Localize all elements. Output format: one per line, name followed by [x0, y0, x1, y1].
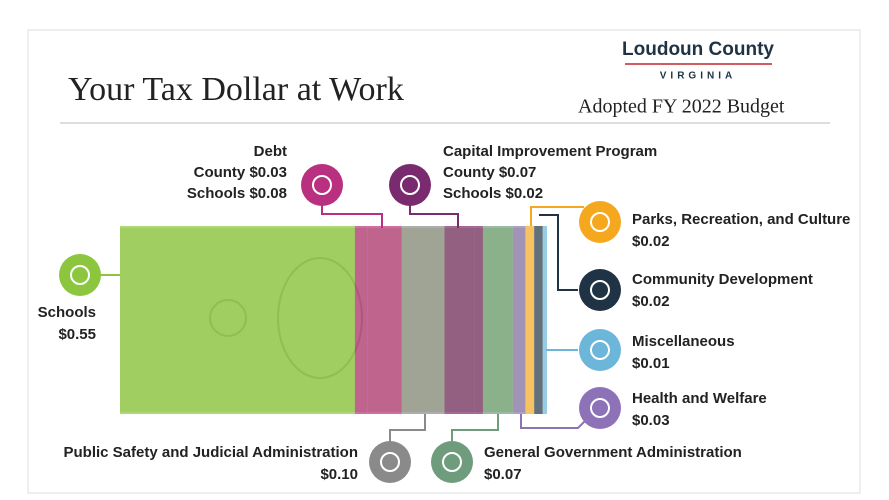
stripe [512, 226, 526, 414]
item-value: $0.07 [499, 164, 537, 181]
segment-name: Debt [254, 143, 287, 160]
title: Your Tax Dollar at Work [68, 71, 404, 108]
icon [579, 387, 621, 429]
segment-value: $0.02 [632, 293, 670, 310]
segment-name: Schools [38, 304, 96, 321]
icon-glyph [590, 212, 610, 232]
segment-name: Community Development [632, 271, 813, 288]
segment-value: $0.10 [320, 466, 358, 483]
segment-value: $0.07 [484, 466, 522, 483]
icon-glyph [400, 175, 420, 195]
segment-value: $0.55 [58, 326, 96, 343]
icon-glyph [442, 452, 462, 472]
connector [321, 205, 383, 228]
item-label: Schools [187, 185, 245, 202]
connector [409, 205, 459, 228]
segment-item: County $0.03 [194, 164, 287, 181]
logo: Loudoun County [622, 39, 774, 60]
item-value: $0.02 [506, 185, 544, 202]
subtitle: Adopted FY 2022 Budget [578, 96, 785, 118]
segment-name: Miscellaneous [632, 333, 735, 350]
stripe [525, 226, 535, 414]
stripe [542, 226, 547, 414]
stripe [401, 226, 445, 414]
icon [579, 269, 621, 311]
segment-value: $0.02 [632, 233, 670, 250]
icon [389, 164, 431, 206]
stripe [534, 226, 543, 414]
icon [59, 254, 101, 296]
segment-name: General Government Administration [484, 444, 742, 461]
icon-glyph [590, 340, 610, 360]
icon [579, 329, 621, 371]
segment-name: Capital Improvement Program [443, 143, 657, 160]
icon [369, 441, 411, 483]
icon [579, 201, 621, 243]
segment-name: Health and Welfare [632, 390, 767, 407]
item-value: $0.03 [249, 164, 287, 181]
connector [451, 414, 499, 442]
icon-glyph [590, 280, 610, 300]
connector [539, 214, 578, 291]
item-label: County [443, 164, 495, 181]
icon-glyph [590, 398, 610, 418]
stripe [120, 226, 355, 414]
icon-glyph [312, 175, 332, 195]
segment-value: $0.01 [632, 355, 670, 372]
stripe [482, 226, 513, 414]
item-label: Schools [443, 185, 501, 202]
segment-item: Schools $0.02 [443, 185, 543, 202]
connector [520, 414, 587, 429]
icon-glyph [70, 265, 90, 285]
icon-glyph [380, 452, 400, 472]
icon [431, 441, 473, 483]
segment-name: Parks, Recreation, and Culture [632, 211, 850, 228]
connector [530, 206, 584, 226]
connector [389, 414, 426, 442]
stripe [444, 226, 475, 414]
stripe [367, 226, 402, 414]
segment-name: Public Safety and Judicial Administratio… [64, 444, 359, 461]
stripe [354, 226, 368, 414]
segment-value: $0.03 [632, 412, 670, 429]
icon [301, 164, 343, 206]
segment-item: County $0.07 [443, 164, 536, 181]
item-label: County [194, 164, 246, 181]
item-value: $0.08 [249, 185, 287, 202]
segment-item: Schools $0.08 [187, 185, 287, 202]
stripe [474, 226, 483, 414]
logo-state: VIRGINIA [660, 71, 736, 82]
